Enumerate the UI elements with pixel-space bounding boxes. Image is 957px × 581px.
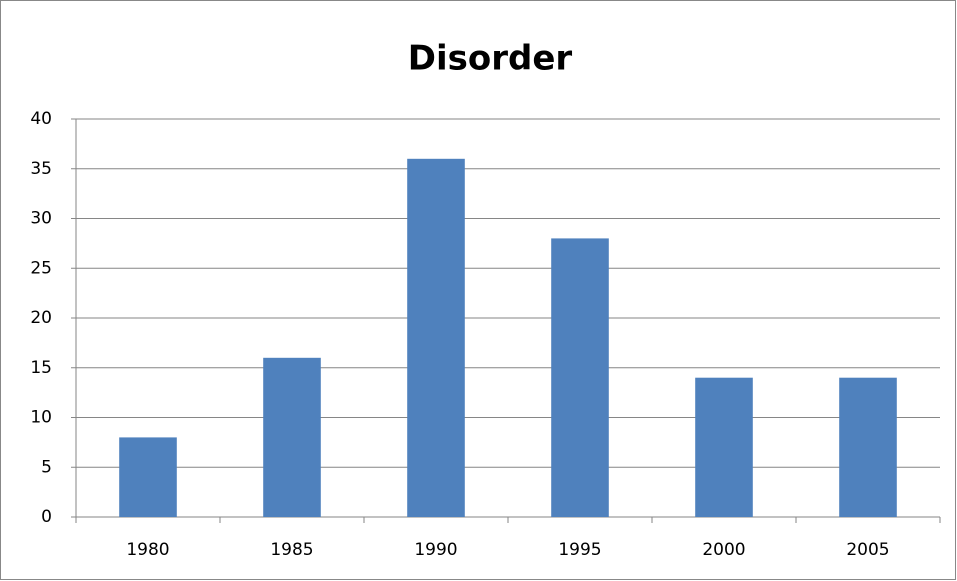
bar: [695, 377, 753, 517]
bar: [839, 377, 897, 517]
y-tick-label: 35: [30, 159, 52, 179]
x-tick-label: 2005: [846, 540, 889, 560]
bar: [551, 238, 609, 517]
y-tick-label: 40: [30, 109, 52, 129]
bar: [119, 437, 177, 517]
chart-title: Disorder: [408, 39, 573, 79]
y-tick-label: 0: [41, 507, 52, 527]
y-tick-label: 20: [30, 308, 52, 328]
y-tick-label: 30: [30, 209, 52, 229]
y-tick-label: 25: [30, 258, 52, 278]
bar: [407, 158, 465, 518]
x-tick-label: 2000: [702, 540, 745, 560]
x-tick-label: 1985: [270, 540, 313, 560]
y-tick-label: 15: [30, 358, 52, 378]
bar: [263, 357, 321, 517]
x-tick-label: 1980: [126, 540, 169, 560]
y-tick-label: 10: [30, 408, 52, 428]
y-tick-label: 5: [41, 457, 52, 477]
x-tick-label: 1990: [414, 540, 457, 560]
x-tick-label: 1995: [558, 540, 601, 560]
